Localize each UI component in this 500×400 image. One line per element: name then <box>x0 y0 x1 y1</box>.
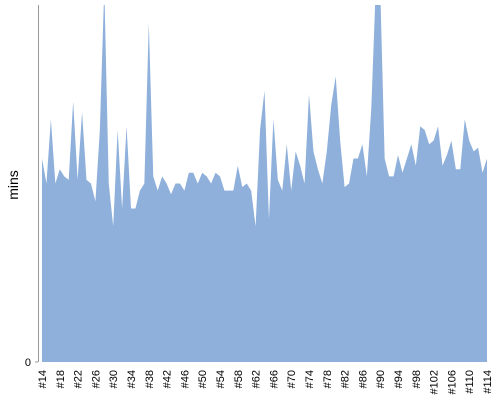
y-axis-label: mins <box>5 170 21 200</box>
x-tick-label: #94 <box>393 370 405 388</box>
x-tick-label: #98 <box>411 370 423 388</box>
x-tick-label: #26 <box>90 370 102 388</box>
x-tick-label: #22 <box>73 370 85 388</box>
x-tick-label: #18 <box>55 370 67 388</box>
x-tick-label: #102 <box>429 370 441 394</box>
x-tick-label: #42 <box>162 370 174 388</box>
x-tick-label: #114 <box>482 370 494 394</box>
x-tick-label: #50 <box>197 370 209 388</box>
x-tick-label: #86 <box>357 370 369 388</box>
x-tick-label: #82 <box>340 370 352 388</box>
x-tick-label: #74 <box>304 370 316 388</box>
area <box>42 5 487 362</box>
x-tick-label: #34 <box>126 370 138 388</box>
y-tick-label: 0 <box>25 357 31 369</box>
x-tick-label: #62 <box>251 370 263 388</box>
x-tick-label: #14 <box>37 370 49 388</box>
x-tick-label: #38 <box>144 370 156 388</box>
x-tick-label: #106 <box>446 370 458 394</box>
x-tick-label: #46 <box>179 370 191 388</box>
x-tick-label: #110 <box>464 370 476 394</box>
x-tick-label: #78 <box>322 370 334 388</box>
x-tick-label: #66 <box>268 370 280 388</box>
x-tick-label: #30 <box>108 370 120 388</box>
x-tick-label: #90 <box>375 370 387 388</box>
x-tick-label: #70 <box>286 370 298 388</box>
x-tick-label: #54 <box>215 370 227 388</box>
x-tick-label: #58 <box>233 370 245 388</box>
